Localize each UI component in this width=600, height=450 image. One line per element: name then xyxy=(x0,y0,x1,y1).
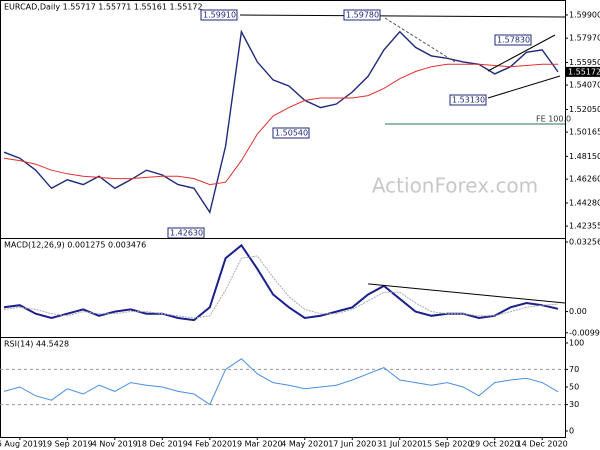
panel-title: MACD(12,26,9) 0.001275 0.003476 xyxy=(4,241,146,250)
y-tick-label: 0.00 xyxy=(569,307,587,316)
series-line xyxy=(3,243,559,322)
price-label-box xyxy=(343,9,381,21)
price-annotation: 1.59780 xyxy=(346,11,379,20)
y-tick-label: 1.52050 xyxy=(569,105,600,114)
x-tick-label: 4 Feb 2020 xyxy=(187,440,232,449)
trend-line xyxy=(239,14,566,18)
x-tick-label: 4 May 2020 xyxy=(281,440,328,449)
trend-line xyxy=(487,75,561,99)
x-tick-label: 6 Aug 2019 xyxy=(0,440,43,449)
x-tick-label: 17 Jun 2020 xyxy=(328,440,376,449)
y-tick-label: 1.50165 xyxy=(569,128,600,137)
price-label-box xyxy=(494,34,532,46)
price-label-box xyxy=(200,9,238,21)
last-price-label: 1.55172 xyxy=(568,67,600,76)
trend-line xyxy=(487,34,556,72)
watermark: ActionForex.com xyxy=(372,174,538,198)
y-tick-label: 30 xyxy=(569,400,579,409)
trend-line xyxy=(384,17,456,63)
price-label-box xyxy=(449,94,487,106)
x-tick-label: 14 Dec 2020 xyxy=(517,440,568,449)
y-tick-label: 100 xyxy=(569,339,584,348)
y-tick-label: 70 xyxy=(569,365,579,374)
x-tick-label: 29 Oct 2020 xyxy=(470,440,519,449)
price-annotation: 1.53130 xyxy=(452,96,485,105)
x-tick-label: 4 Nov 2019 xyxy=(92,440,138,449)
series-line xyxy=(3,358,559,406)
series-line xyxy=(3,63,558,186)
price-annotation: 1.57830 xyxy=(497,36,530,45)
x-tick-label: 19 Sep 2019 xyxy=(42,440,93,449)
y-tick-label: 1.42355 xyxy=(569,222,600,231)
y-tick-label: 0.032564 xyxy=(569,237,600,246)
y-tick-label: 0 xyxy=(569,427,574,436)
price-annotation: FE 100.0 xyxy=(536,115,571,124)
y-tick-label: 1.55950 xyxy=(569,58,600,67)
price-label-box xyxy=(272,127,310,139)
price-annotation: 1.59910 xyxy=(203,11,236,20)
x-tick-label: 18 Dec 2019 xyxy=(137,440,188,449)
y-tick-label: 1.54070 xyxy=(569,81,600,90)
panel-title: RSI(14) 44.5428 xyxy=(4,340,69,349)
y-tick-label: 1.48150 xyxy=(569,152,600,161)
panel-title: EURCAD,Daily 1.55717 1.55771 1.55161 1.5… xyxy=(4,3,203,12)
x-tick-label: 19 Mar 2020 xyxy=(232,440,283,449)
y-tick-label: 1.46260 xyxy=(569,175,600,184)
y-tick-label: -0.009946 xyxy=(569,328,600,337)
price-annotation: 1.42630 xyxy=(170,229,203,238)
y-tick-label: 1.57970 xyxy=(569,34,600,43)
x-tick-label: 31 Jul 2020 xyxy=(377,440,422,449)
y-tick-label: 1.59900 xyxy=(569,10,600,19)
series-line xyxy=(3,255,559,319)
price-annotation: 1.50540 xyxy=(275,129,308,138)
y-tick-label: 50 xyxy=(569,383,579,392)
last-price-box xyxy=(566,66,600,77)
x-tick-label: 15 Sep 2020 xyxy=(422,440,473,449)
y-tick-label: 1.44280 xyxy=(569,198,600,207)
trend-line xyxy=(368,283,566,304)
